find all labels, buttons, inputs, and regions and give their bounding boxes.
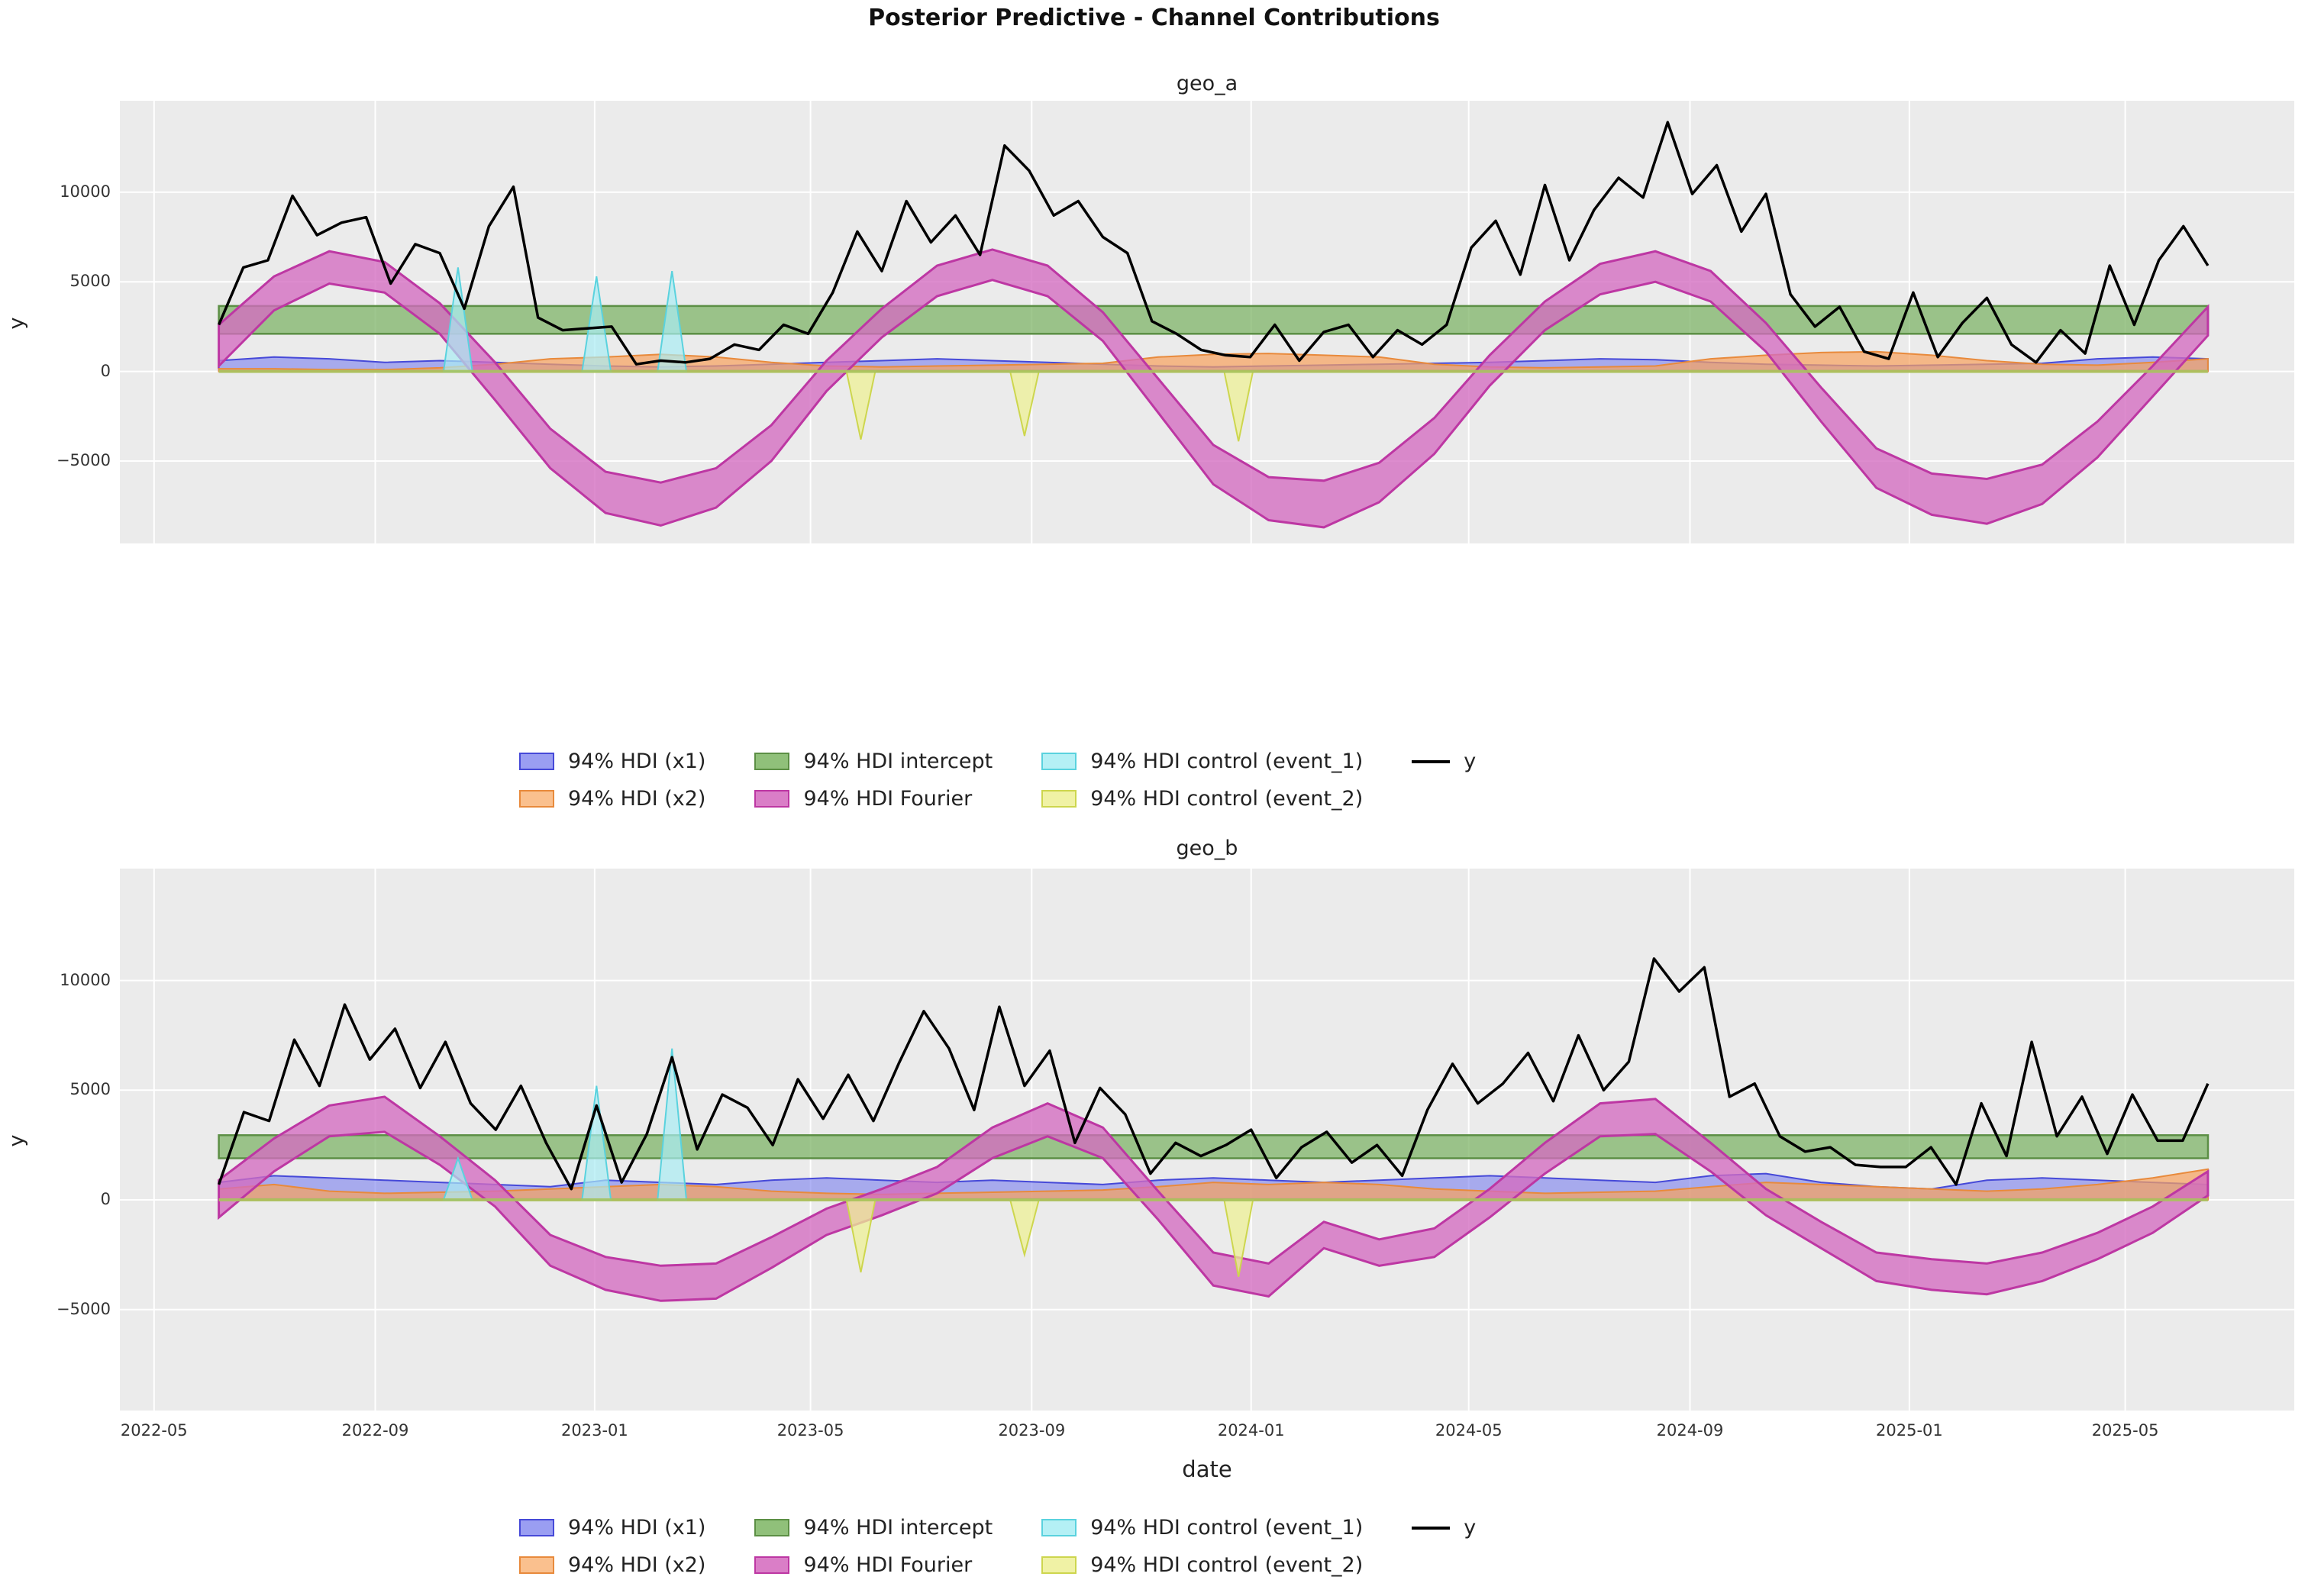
x2-swatch	[519, 790, 554, 808]
legend-label: 94% HDI intercept	[803, 1516, 993, 1540]
x2-swatch	[519, 1556, 554, 1574]
legend-label: 94% HDI (x2)	[568, 787, 706, 811]
intercept-swatch	[754, 1519, 790, 1536]
x-tick-label: 2024-05	[1435, 1421, 1503, 1440]
event_1-swatch	[1041, 1519, 1077, 1536]
legend-geo-b: 94% HDI (x1) 94% HDI (x2) 94% HDI intercep…	[519, 1516, 1476, 1577]
legend-entry-x2: 94% HDI (x2)	[519, 1553, 705, 1577]
legend-entry-y: y	[1412, 750, 1476, 773]
plot-area-geo-a	[120, 101, 2294, 543]
y-tick-label: 0	[100, 1190, 111, 1209]
y-tick-label: 5000	[69, 1080, 111, 1099]
y-tick-label: 10000	[60, 182, 111, 201]
fourier-swatch	[754, 790, 790, 808]
legend-label: y	[1464, 750, 1477, 773]
legend-label: 94% HDI control (event_2)	[1090, 787, 1364, 811]
legend-entry-event_1: 94% HDI control (event_1)	[1041, 750, 1363, 773]
x-tick-label: 2023-05	[776, 1421, 844, 1440]
legend-entry-intercept: 94% HDI intercept	[754, 750, 993, 773]
legend-label: 94% HDI (x1)	[568, 1516, 706, 1540]
legend-label: 94% HDI Fourier	[803, 1553, 973, 1577]
fourier-swatch	[754, 1556, 790, 1574]
legend-entry-x1: 94% HDI (x1)	[519, 1516, 705, 1540]
y-axis-label-geo-a: y	[5, 317, 29, 330]
x1-swatch	[519, 753, 554, 770]
event_2-swatch	[1041, 1556, 1077, 1574]
legend-entry-x2: 94% HDI (x2)	[519, 787, 705, 811]
event_1-swatch	[1041, 753, 1077, 770]
legend-label: y	[1464, 1516, 1477, 1540]
x-tick-label: 2022-05	[120, 1421, 188, 1440]
x-tick-label: 2025-01	[1876, 1421, 1943, 1440]
legend-entry-event_2: 94% HDI control (event_2)	[1041, 1553, 1363, 1577]
y-axis-label-geo-b: y	[5, 1134, 29, 1147]
legend-label: 94% HDI control (event_1)	[1090, 1516, 1364, 1540]
y-line-swatch	[1412, 759, 1451, 763]
legend-label: 94% HDI Fourier	[803, 787, 973, 811]
legend-entry-x1: 94% HDI (x1)	[519, 750, 705, 773]
event_2-swatch	[1041, 790, 1077, 808]
x1-swatch	[519, 1519, 554, 1536]
y-tick-label: −5000	[56, 450, 111, 469]
legend-entry-fourier: 94% HDI Fourier	[754, 787, 993, 811]
x-tick-label: 2023-01	[561, 1421, 628, 1440]
x-axis-label: date	[1182, 1456, 1232, 1482]
y-tick-label: −5000	[56, 1299, 111, 1318]
legend-entry-intercept: 94% HDI intercept	[754, 1516, 993, 1540]
x-tick-label: 2022-09	[341, 1421, 409, 1440]
legend-entry-y: y	[1412, 1516, 1476, 1540]
x-tick-label: 2025-05	[2091, 1421, 2159, 1440]
legend-entry-event_1: 94% HDI control (event_1)	[1041, 1516, 1363, 1540]
y-line-swatch	[1412, 1526, 1451, 1530]
y-tick-label: 0	[100, 361, 111, 380]
panel-title-geo-b: geo_b	[1176, 837, 1238, 860]
figure-title: Posterior Predictive - Channel Contribut…	[868, 5, 1440, 31]
y-tick-label: 5000	[69, 272, 111, 291]
panel-title-geo-a: geo_a	[1176, 72, 1238, 95]
x-tick-label: 2023-09	[998, 1421, 1066, 1440]
legend-label: 94% HDI (x2)	[568, 1553, 706, 1577]
x-tick-label: 2024-01	[1217, 1421, 1285, 1440]
x-tick-label: 2024-09	[1656, 1421, 1724, 1440]
y-tick-label: 10000	[60, 970, 111, 989]
legend-geo-a: 94% HDI (x1) 94% HDI (x2) 94% HDI intercep…	[519, 750, 1476, 811]
plot-area-geo-b	[120, 869, 2294, 1411]
legend-entry-event_2: 94% HDI control (event_2)	[1041, 787, 1363, 811]
legend-label: 94% HDI control (event_2)	[1090, 1553, 1364, 1577]
legend-label: 94% HDI intercept	[803, 750, 993, 773]
legend-entry-fourier: 94% HDI Fourier	[754, 1553, 993, 1577]
legend-label: 94% HDI control (event_1)	[1090, 750, 1364, 773]
legend-label: 94% HDI (x1)	[568, 750, 706, 773]
intercept-swatch	[754, 753, 790, 770]
